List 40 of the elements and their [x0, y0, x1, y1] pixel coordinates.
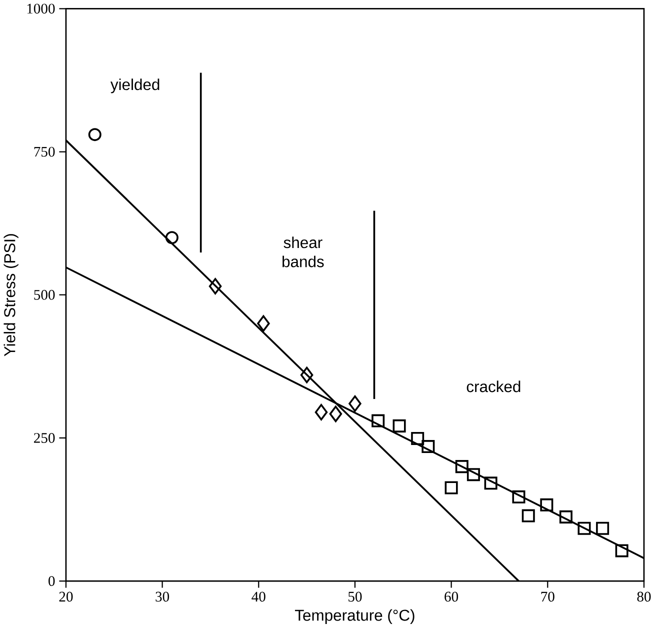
- point: [88, 128, 102, 142]
- point: [372, 414, 385, 428]
- point: [484, 476, 498, 490]
- point: [559, 510, 572, 524]
- point: [257, 315, 270, 332]
- point: [444, 481, 458, 494]
- x-tick-label: 80: [637, 592, 651, 602]
- point: [392, 420, 406, 433]
- point: [522, 509, 535, 522]
- annotation: cracked: [466, 380, 520, 392]
- point: [596, 522, 610, 536]
- y-tick-label: 750: [34, 146, 55, 157]
- x-tick-label: 50: [348, 592, 362, 602]
- point: [329, 406, 342, 422]
- y-tick-label: 1000: [27, 4, 55, 14]
- x-axis-title: Temperature (°C): [294, 609, 414, 624]
- y-tick-label: 250: [34, 433, 55, 444]
- point: [466, 468, 480, 482]
- point: [578, 522, 591, 536]
- point: [208, 278, 222, 295]
- point: [512, 490, 526, 504]
- point: [455, 460, 468, 474]
- point: [348, 396, 362, 412]
- x-tick-label: 20: [59, 592, 73, 602]
- annotation: shear bands: [282, 236, 324, 268]
- y-tick-label: 500: [34, 290, 55, 300]
- x-tick-label: 30: [156, 592, 170, 602]
- y-axis-title: Yield Stress (PSI): [4, 234, 18, 356]
- point: [411, 432, 424, 446]
- point: [314, 404, 328, 421]
- x-tick-label: 70: [541, 592, 554, 602]
- point: [540, 498, 554, 512]
- annotation: yielded: [110, 78, 160, 94]
- point: [422, 440, 435, 454]
- point: [300, 366, 314, 384]
- point: [165, 231, 178, 244]
- x-tick-label: 40: [252, 592, 266, 602]
- point: [615, 544, 628, 558]
- x-tick-label: 60: [444, 592, 458, 602]
- y-tick-label: 0: [48, 576, 55, 586]
